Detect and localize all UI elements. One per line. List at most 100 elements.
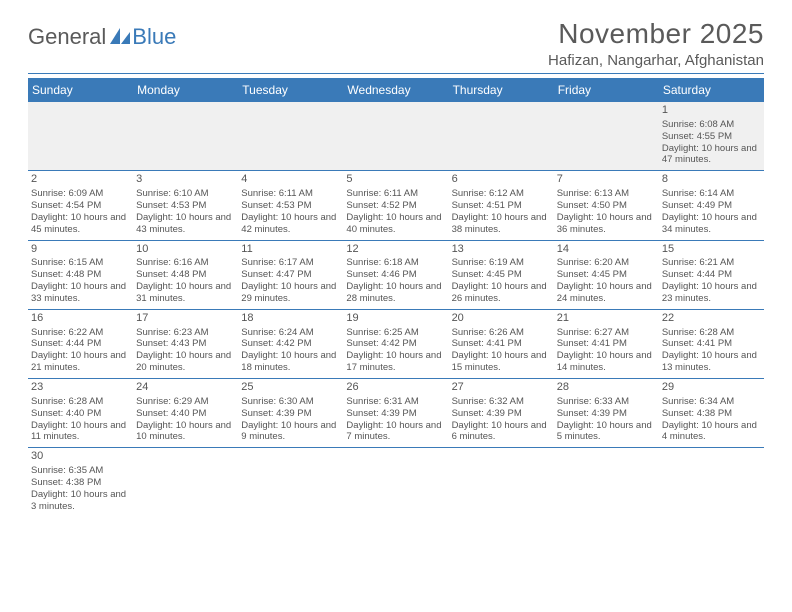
day-number: 19 [346,312,445,326]
daylight-text: Daylight: 10 hours and 31 minutes. [136,281,235,305]
day-number: 6 [452,173,551,187]
empty-cell [133,448,238,516]
day-number: 13 [452,243,551,257]
sunset-text: Sunset: 4:40 PM [136,408,235,420]
empty-cell [554,448,659,516]
sunrise-text: Sunrise: 6:30 AM [241,396,340,408]
day-cell: 4Sunrise: 6:11 AMSunset: 4:53 PMDaylight… [238,171,343,239]
sunset-text: Sunset: 4:52 PM [346,200,445,212]
day-number: 24 [136,381,235,395]
sunrise-text: Sunrise: 6:17 AM [241,257,340,269]
daylight-text: Daylight: 10 hours and 7 minutes. [346,420,445,444]
daylight-text: Daylight: 10 hours and 17 minutes. [346,350,445,374]
sunrise-text: Sunrise: 6:22 AM [31,327,130,339]
daylight-text: Daylight: 10 hours and 43 minutes. [136,212,235,236]
day-header-mon: Monday [133,78,238,102]
daylight-text: Daylight: 10 hours and 20 minutes. [136,350,235,374]
sunset-text: Sunset: 4:41 PM [662,338,761,350]
day-number: 5 [346,173,445,187]
sunrise-text: Sunrise: 6:11 AM [346,188,445,200]
sunrise-text: Sunrise: 6:08 AM [662,119,761,131]
week-row: 16Sunrise: 6:22 AMSunset: 4:44 PMDayligh… [28,310,764,379]
sunset-text: Sunset: 4:45 PM [452,269,551,281]
day-cell: 6Sunrise: 6:12 AMSunset: 4:51 PMDaylight… [449,171,554,239]
sunrise-text: Sunrise: 6:15 AM [31,257,130,269]
sunset-text: Sunset: 4:43 PM [136,338,235,350]
day-number: 25 [241,381,340,395]
sunset-text: Sunset: 4:44 PM [31,338,130,350]
day-cell: 29Sunrise: 6:34 AMSunset: 4:38 PMDayligh… [659,379,764,447]
sunrise-text: Sunrise: 6:34 AM [662,396,761,408]
daylight-text: Daylight: 10 hours and 11 minutes. [31,420,130,444]
daylight-text: Daylight: 10 hours and 13 minutes. [662,350,761,374]
daylight-text: Daylight: 10 hours and 5 minutes. [557,420,656,444]
day-number: 1 [662,104,761,118]
day-number: 3 [136,173,235,187]
day-cell: 15Sunrise: 6:21 AMSunset: 4:44 PMDayligh… [659,241,764,309]
daylight-text: Daylight: 10 hours and 34 minutes. [662,212,761,236]
day-number: 22 [662,312,761,326]
sunrise-text: Sunrise: 6:27 AM [557,327,656,339]
day-header-wed: Wednesday [343,78,448,102]
day-cell: 12Sunrise: 6:18 AMSunset: 4:46 PMDayligh… [343,241,448,309]
daylight-text: Daylight: 10 hours and 14 minutes. [557,350,656,374]
day-cell: 25Sunrise: 6:30 AMSunset: 4:39 PMDayligh… [238,379,343,447]
logo: General Blue [28,24,176,50]
sunrise-text: Sunrise: 6:35 AM [31,465,130,477]
sunrise-text: Sunrise: 6:33 AM [557,396,656,408]
sunrise-text: Sunrise: 6:18 AM [346,257,445,269]
page-title: November 2025 [548,18,764,50]
day-cell: 3Sunrise: 6:10 AMSunset: 4:53 PMDaylight… [133,171,238,239]
empty-cell [238,102,343,170]
day-number: 21 [557,312,656,326]
day-number: 17 [136,312,235,326]
header-rule [28,73,764,74]
sunrise-text: Sunrise: 6:09 AM [31,188,130,200]
empty-cell [343,448,448,516]
day-cell: 28Sunrise: 6:33 AMSunset: 4:39 PMDayligh… [554,379,659,447]
sunrise-text: Sunrise: 6:28 AM [662,327,761,339]
day-header-tue: Tuesday [238,78,343,102]
week-row: 30Sunrise: 6:35 AMSunset: 4:38 PMDayligh… [28,448,764,516]
daylight-text: Daylight: 10 hours and 47 minutes. [662,143,761,167]
day-number: 20 [452,312,551,326]
day-header-thu: Thursday [449,78,554,102]
weeks-container: 1Sunrise: 6:08 AMSunset: 4:55 PMDaylight… [28,102,764,517]
day-cell: 21Sunrise: 6:27 AMSunset: 4:41 PMDayligh… [554,310,659,378]
sunset-text: Sunset: 4:50 PM [557,200,656,212]
day-cell: 18Sunrise: 6:24 AMSunset: 4:42 PMDayligh… [238,310,343,378]
sunrise-text: Sunrise: 6:29 AM [136,396,235,408]
day-number: 30 [31,450,130,464]
sunset-text: Sunset: 4:42 PM [346,338,445,350]
logo-text-2: Blue [132,24,176,50]
week-row: 2Sunrise: 6:09 AMSunset: 4:54 PMDaylight… [28,171,764,240]
sunrise-text: Sunrise: 6:25 AM [346,327,445,339]
day-cell: 10Sunrise: 6:16 AMSunset: 4:48 PMDayligh… [133,241,238,309]
day-number: 9 [31,243,130,257]
sunset-text: Sunset: 4:38 PM [31,477,130,489]
sunrise-text: Sunrise: 6:19 AM [452,257,551,269]
sunset-text: Sunset: 4:51 PM [452,200,551,212]
empty-cell [659,448,764,516]
day-cell: 7Sunrise: 6:13 AMSunset: 4:50 PMDaylight… [554,171,659,239]
empty-cell [28,102,133,170]
sunrise-text: Sunrise: 6:16 AM [136,257,235,269]
day-number: 15 [662,243,761,257]
empty-cell [554,102,659,170]
day-cell: 16Sunrise: 6:22 AMSunset: 4:44 PMDayligh… [28,310,133,378]
sunrise-text: Sunrise: 6:26 AM [452,327,551,339]
daylight-text: Daylight: 10 hours and 21 minutes. [31,350,130,374]
sunset-text: Sunset: 4:49 PM [662,200,761,212]
day-header-fri: Friday [554,78,659,102]
sunrise-text: Sunrise: 6:14 AM [662,188,761,200]
daylight-text: Daylight: 10 hours and 40 minutes. [346,212,445,236]
sunset-text: Sunset: 4:41 PM [452,338,551,350]
day-number: 26 [346,381,445,395]
day-cell: 27Sunrise: 6:32 AMSunset: 4:39 PMDayligh… [449,379,554,447]
sunrise-text: Sunrise: 6:13 AM [557,188,656,200]
sunset-text: Sunset: 4:39 PM [452,408,551,420]
empty-cell [238,448,343,516]
sunset-text: Sunset: 4:55 PM [662,131,761,143]
day-number: 4 [241,173,340,187]
day-number: 23 [31,381,130,395]
